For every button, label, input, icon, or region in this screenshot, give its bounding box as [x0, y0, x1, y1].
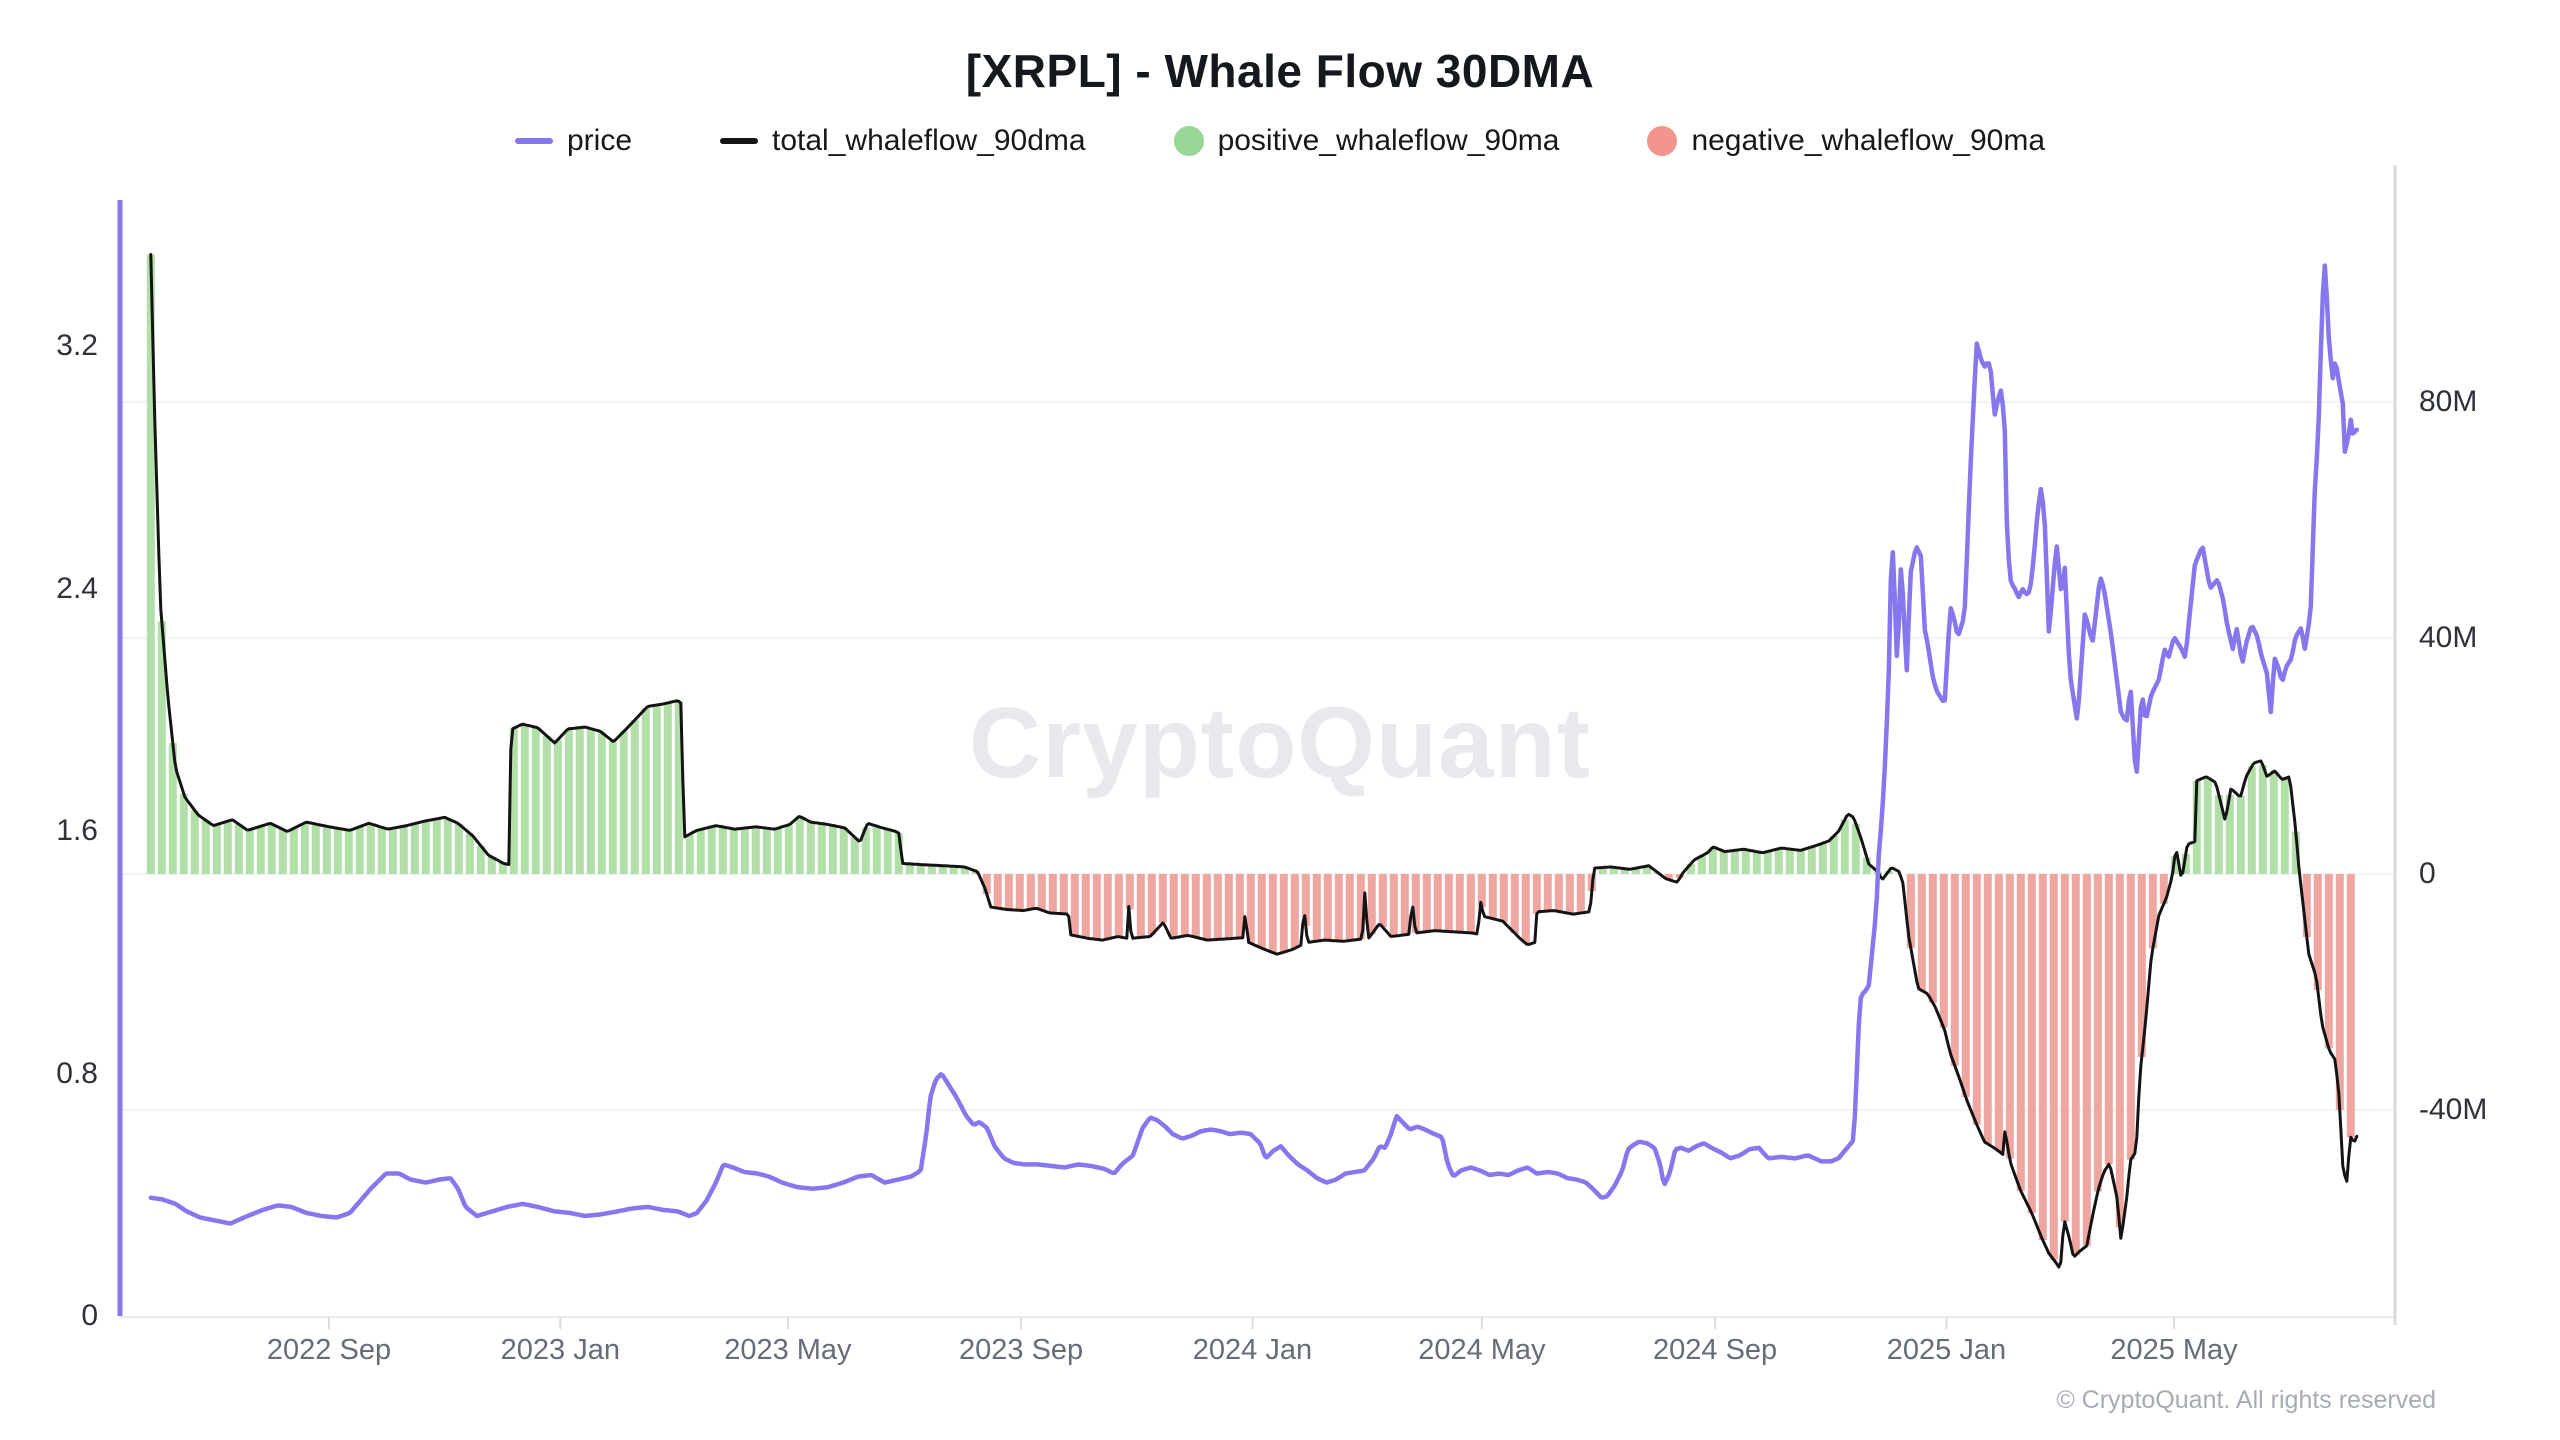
price-axis-tick: 2.4 [56, 571, 98, 605]
price-line-swatch-icon [514, 138, 553, 144]
cryptoquant-watermark: CryptoQuant [968, 687, 1592, 799]
price-axis-tick: 3.2 [56, 329, 98, 362]
legend-item-total-whaleflow[interactable]: total_whaleflow_90dma [720, 124, 1086, 158]
flow-axis-tick: 0 [2419, 857, 2436, 890]
x-axis-tick: 2024 Sep [1653, 1334, 1778, 1366]
x-axis-tick: 2025 Jan [1886, 1334, 2007, 1366]
copyright-notice: © CryptoQuant. All rights reserved [2056, 1386, 2436, 1414]
total-whaleflow-line-swatch-icon [720, 138, 759, 144]
legend-label: positive_whaleflow_90ma [1217, 124, 1560, 157]
price-axis-tick: 0.8 [56, 1056, 98, 1090]
x-axis-tick: 2023 Jan [500, 1334, 620, 1366]
legend-item-negative-whaleflow[interactable]: negative_whaleflow_90ma [1647, 124, 2045, 158]
legend-label: price [566, 124, 633, 157]
price-axis-tick: 0 [81, 1299, 98, 1332]
flow-axis-tick: 40M [2419, 621, 2478, 654]
legend-label: negative_whaleflow_90ma [1691, 124, 2046, 157]
x-axis-tick: 2023 Sep [959, 1334, 1084, 1366]
x-axis-tick: 2024 May [1418, 1334, 1546, 1366]
legend: price total_whaleflow_90dma positive_wha… [0, 124, 2560, 158]
legend-item-positive-whaleflow[interactable]: positive_whaleflow_90ma [1173, 124, 1560, 158]
legend-label: total_whaleflow_90dma [772, 124, 1086, 157]
flow-axis-tick: 80M [2419, 385, 2478, 418]
page-title: [XRPL] - Whale Flow 30DMA [965, 45, 1595, 97]
x-axis-tick: 2022 Sep [266, 1334, 392, 1366]
x-axis-tick: 2024 Jan [1192, 1334, 1313, 1366]
negative-whaleflow-dot-swatch-icon [1647, 126, 1678, 156]
legend-item-price[interactable]: price [514, 124, 633, 158]
flow-axis-tick: -40M [2419, 1093, 2488, 1126]
x-axis-tick: 2025 May [2110, 1334, 2238, 1366]
price-axis-tick: 1.6 [56, 814, 98, 847]
positive-whaleflow-dot-swatch-icon [1173, 126, 1204, 156]
x-axis-tick: 2023 May [724, 1334, 852, 1366]
